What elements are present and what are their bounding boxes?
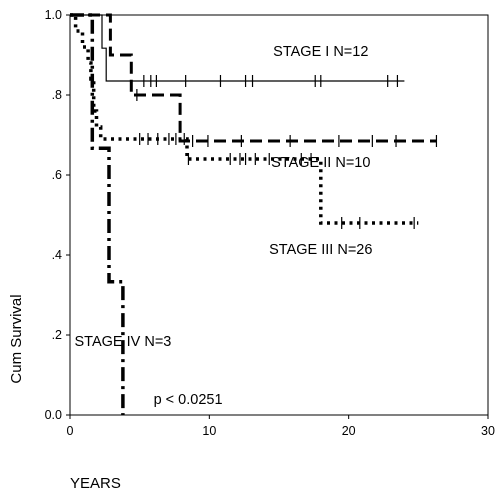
- survival-curve-stage4: [70, 13, 125, 415]
- x-tick-label: 30: [481, 424, 495, 438]
- series-layer: [70, 13, 438, 415]
- y-tick-label: .6: [52, 168, 62, 182]
- y-axis-label: Cum Survival: [8, 294, 25, 383]
- axes-layer: 0.0 .2 .4 .6 .8 1.0 0 10 20 30: [45, 8, 495, 438]
- y-tick-label: 0.0: [45, 408, 62, 422]
- text-layer: Cum Survival YEARS STAGE I N=12 STAGE II …: [8, 44, 372, 492]
- y-tick-label: .4: [52, 248, 62, 262]
- plot-frame: [69, 14, 489, 416]
- p-value-annotation: p < 0.0251: [154, 392, 223, 408]
- x-axis-label: YEARS: [70, 475, 121, 492]
- survival-curve-stage2: [70, 13, 437, 143]
- survival-curve-stage3: [70, 13, 419, 225]
- y-tick-label: 1.0: [45, 8, 62, 22]
- series-label-stage2: STAGE II N=10: [271, 155, 370, 171]
- series-label-stage1: STAGE I N=12: [273, 44, 368, 60]
- series-label-stage3: STAGE III N=26: [269, 242, 372, 258]
- x-tick-label: 0: [67, 424, 74, 438]
- series-label-stage4: STAGE IV N=3: [75, 334, 172, 350]
- x-tick-label: 10: [202, 424, 216, 438]
- y-tick-label: .2: [52, 328, 62, 342]
- x-tick-label: 20: [342, 424, 356, 438]
- y-tick-label: .8: [52, 88, 62, 102]
